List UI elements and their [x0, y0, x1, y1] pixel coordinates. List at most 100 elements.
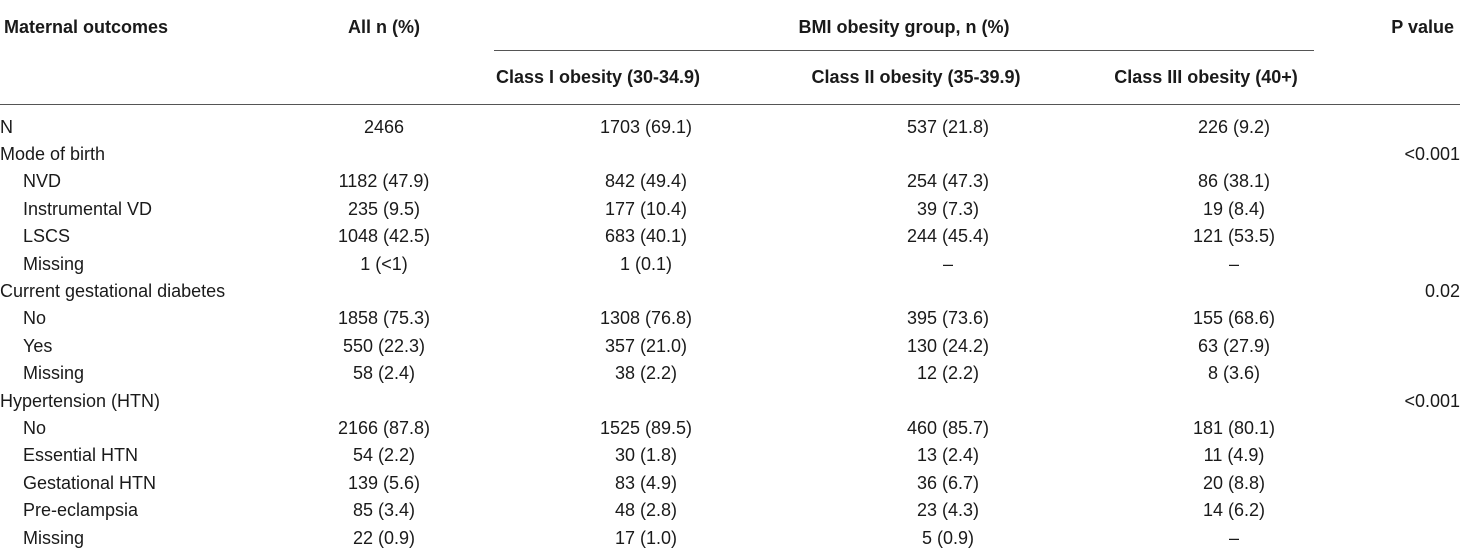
cell-class-2: 39 (7.3)	[916, 198, 980, 219]
header-bottom-rule	[0, 104, 1460, 105]
cell-p-value: <0.001	[1404, 390, 1460, 411]
cell-class-3: 20 (8.8)	[1202, 472, 1266, 493]
cell-all	[268, 277, 500, 304]
header-maternal-outcomes: Maternal outcomes	[4, 17, 169, 37]
cell-all: 2466	[363, 116, 405, 137]
cell-class-3: –	[1228, 527, 1239, 548]
cell-class-3: 86 (38.1)	[1197, 171, 1271, 192]
cell-class-1: 17 (1.0)	[614, 527, 678, 548]
cell-all: 54 (2.2)	[352, 445, 416, 466]
table-row: LSCS 1048 (42.5) 683 (40.1) 244 (45.4) 121 (…	[0, 223, 1460, 250]
cell-p-value	[1364, 250, 1460, 277]
cell-all	[268, 140, 500, 167]
cell-class-3: 8 (3.6)	[1207, 363, 1261, 384]
row-label: N	[0, 116, 13, 137]
cell-class-2: 460 (85.7)	[906, 417, 990, 438]
cell-class-2: 244 (45.4)	[906, 226, 990, 247]
cell-class-3: 226 (9.2)	[1197, 116, 1271, 137]
cell-p-value	[1364, 414, 1460, 441]
table-row: Missing 22 (0.9) 17 (1.0) 5 (0.9) –	[0, 524, 1460, 551]
cell-all: 139 (5.6)	[347, 472, 421, 493]
table-row: Hypertension (HTN) <0.001	[0, 387, 1460, 414]
header-class-1: Class I obesity (30-34.9)	[495, 67, 701, 87]
cell-class-3: 121 (53.5)	[1192, 226, 1276, 247]
row-label: Missing	[23, 253, 85, 274]
row-label: Yes	[23, 335, 53, 356]
cell-p-value	[1364, 195, 1460, 222]
cell-p-value	[1364, 223, 1460, 250]
table-row: NVD 1182 (47.9) 842 (49.4) 254 (47.3) 86 (38…	[0, 168, 1460, 195]
row-label: Instrumental VD	[23, 198, 153, 219]
table-row: Mode of birth <0.001	[0, 140, 1460, 167]
header-p-value: P value	[1391, 17, 1454, 37]
cell-class-3: 155 (68.6)	[1192, 308, 1276, 329]
cell-class-1: 683 (40.1)	[604, 226, 688, 247]
cell-class-2: 130 (24.2)	[906, 335, 990, 356]
table-row: Essential HTN 54 (2.2) 30 (1.8) 13 (2.4) 11 …	[0, 442, 1460, 469]
cell-p-value	[1364, 496, 1460, 523]
cell-class-1: 1 (0.1)	[619, 253, 673, 274]
cell-class-1: 1703 (69.1)	[599, 116, 693, 137]
row-label: Gestational HTN	[23, 472, 157, 493]
cell-class-3	[1104, 277, 1364, 304]
row-label: LSCS	[23, 226, 71, 247]
cell-class-1: 1525 (89.5)	[599, 417, 693, 438]
cell-all: 235 (9.5)	[347, 198, 421, 219]
row-label: Hypertension (HTN)	[0, 390, 161, 411]
cell-p-value	[1364, 524, 1460, 551]
cell-class-1	[500, 140, 792, 167]
cell-class-2: 12 (2.2)	[916, 363, 980, 384]
cell-class-3: 19 (8.4)	[1202, 198, 1266, 219]
cell-class-2: 395 (73.6)	[906, 308, 990, 329]
cell-p-value	[1364, 469, 1460, 496]
table-row: Pre-eclampsia 85 (3.4) 48 (2.8) 23 (4.3) 14 …	[0, 496, 1460, 523]
table-row: Missing 1 (<1) 1 (0.1) – –	[0, 250, 1460, 277]
table-row: Gestational HTN 139 (5.6) 83 (4.9) 36 (6.7)…	[0, 469, 1460, 496]
table-row: Instrumental VD 235 (9.5) 177 (10.4) 39 (7.…	[0, 195, 1460, 222]
cell-all: 1858 (75.3)	[337, 308, 431, 329]
cell-class-2: 537 (21.8)	[906, 116, 990, 137]
cell-class-3: 63 (27.9)	[1197, 335, 1271, 356]
cell-class-3: 11 (4.9)	[1203, 445, 1265, 466]
cell-p-value	[1364, 442, 1460, 469]
cell-class-1: 177 (10.4)	[604, 198, 688, 219]
header-class-2: Class II obesity (35-39.9)	[811, 67, 1021, 87]
cell-class-1: 842 (49.4)	[604, 171, 688, 192]
cell-all: 1048 (42.5)	[337, 226, 431, 247]
cell-class-2: 254 (47.3)	[906, 171, 990, 192]
row-label: Mode of birth	[0, 144, 106, 165]
cell-class-2: –	[942, 253, 953, 274]
row-label: Current gestational diabetes	[0, 281, 226, 302]
cell-class-2: 23 (4.3)	[916, 500, 980, 521]
row-label: No	[23, 417, 47, 438]
table-body: N 2466 1703 (69.1) 537 (21.8) 226 (9.2) Mode …	[0, 113, 1460, 551]
cell-class-1: 30 (1.8)	[614, 445, 678, 466]
cell-class-2	[792, 140, 1104, 167]
cell-p-value: 0.02	[1424, 281, 1460, 302]
table-row: Current gestational diabetes 0.02	[0, 277, 1460, 304]
cell-class-3: 181 (80.1)	[1192, 417, 1276, 438]
cell-class-3	[1104, 387, 1364, 414]
cell-p-value	[1364, 332, 1460, 359]
cell-class-2: 13 (2.4)	[916, 445, 980, 466]
cell-class-1: 357 (21.0)	[604, 335, 688, 356]
cell-class-2	[792, 277, 1104, 304]
table-row: Yes 550 (22.3) 357 (21.0) 130 (24.2) 63 (27.…	[0, 332, 1460, 359]
group-underline	[494, 50, 1314, 51]
row-label: No	[23, 308, 47, 329]
cell-p-value	[1364, 305, 1460, 332]
cell-all: 85 (3.4)	[352, 500, 416, 521]
cell-all: 2166 (87.8)	[337, 417, 431, 438]
cell-class-3	[1104, 140, 1364, 167]
row-label: Missing	[23, 363, 85, 384]
cell-all: 550 (22.3)	[342, 335, 426, 356]
header-all: All n (%)	[348, 17, 420, 37]
cell-class-3: 14 (6.2)	[1202, 500, 1266, 521]
table-row: N 2466 1703 (69.1) 537 (21.8) 226 (9.2)	[0, 113, 1460, 140]
table-row: Missing 58 (2.4) 38 (2.2) 12 (2.2) 8 (3.6)	[0, 360, 1460, 387]
cell-class-2: 5 (0.9)	[921, 527, 975, 548]
row-label: NVD	[23, 171, 62, 192]
cell-all: 1 (<1)	[360, 253, 408, 274]
cell-class-1	[500, 277, 792, 304]
